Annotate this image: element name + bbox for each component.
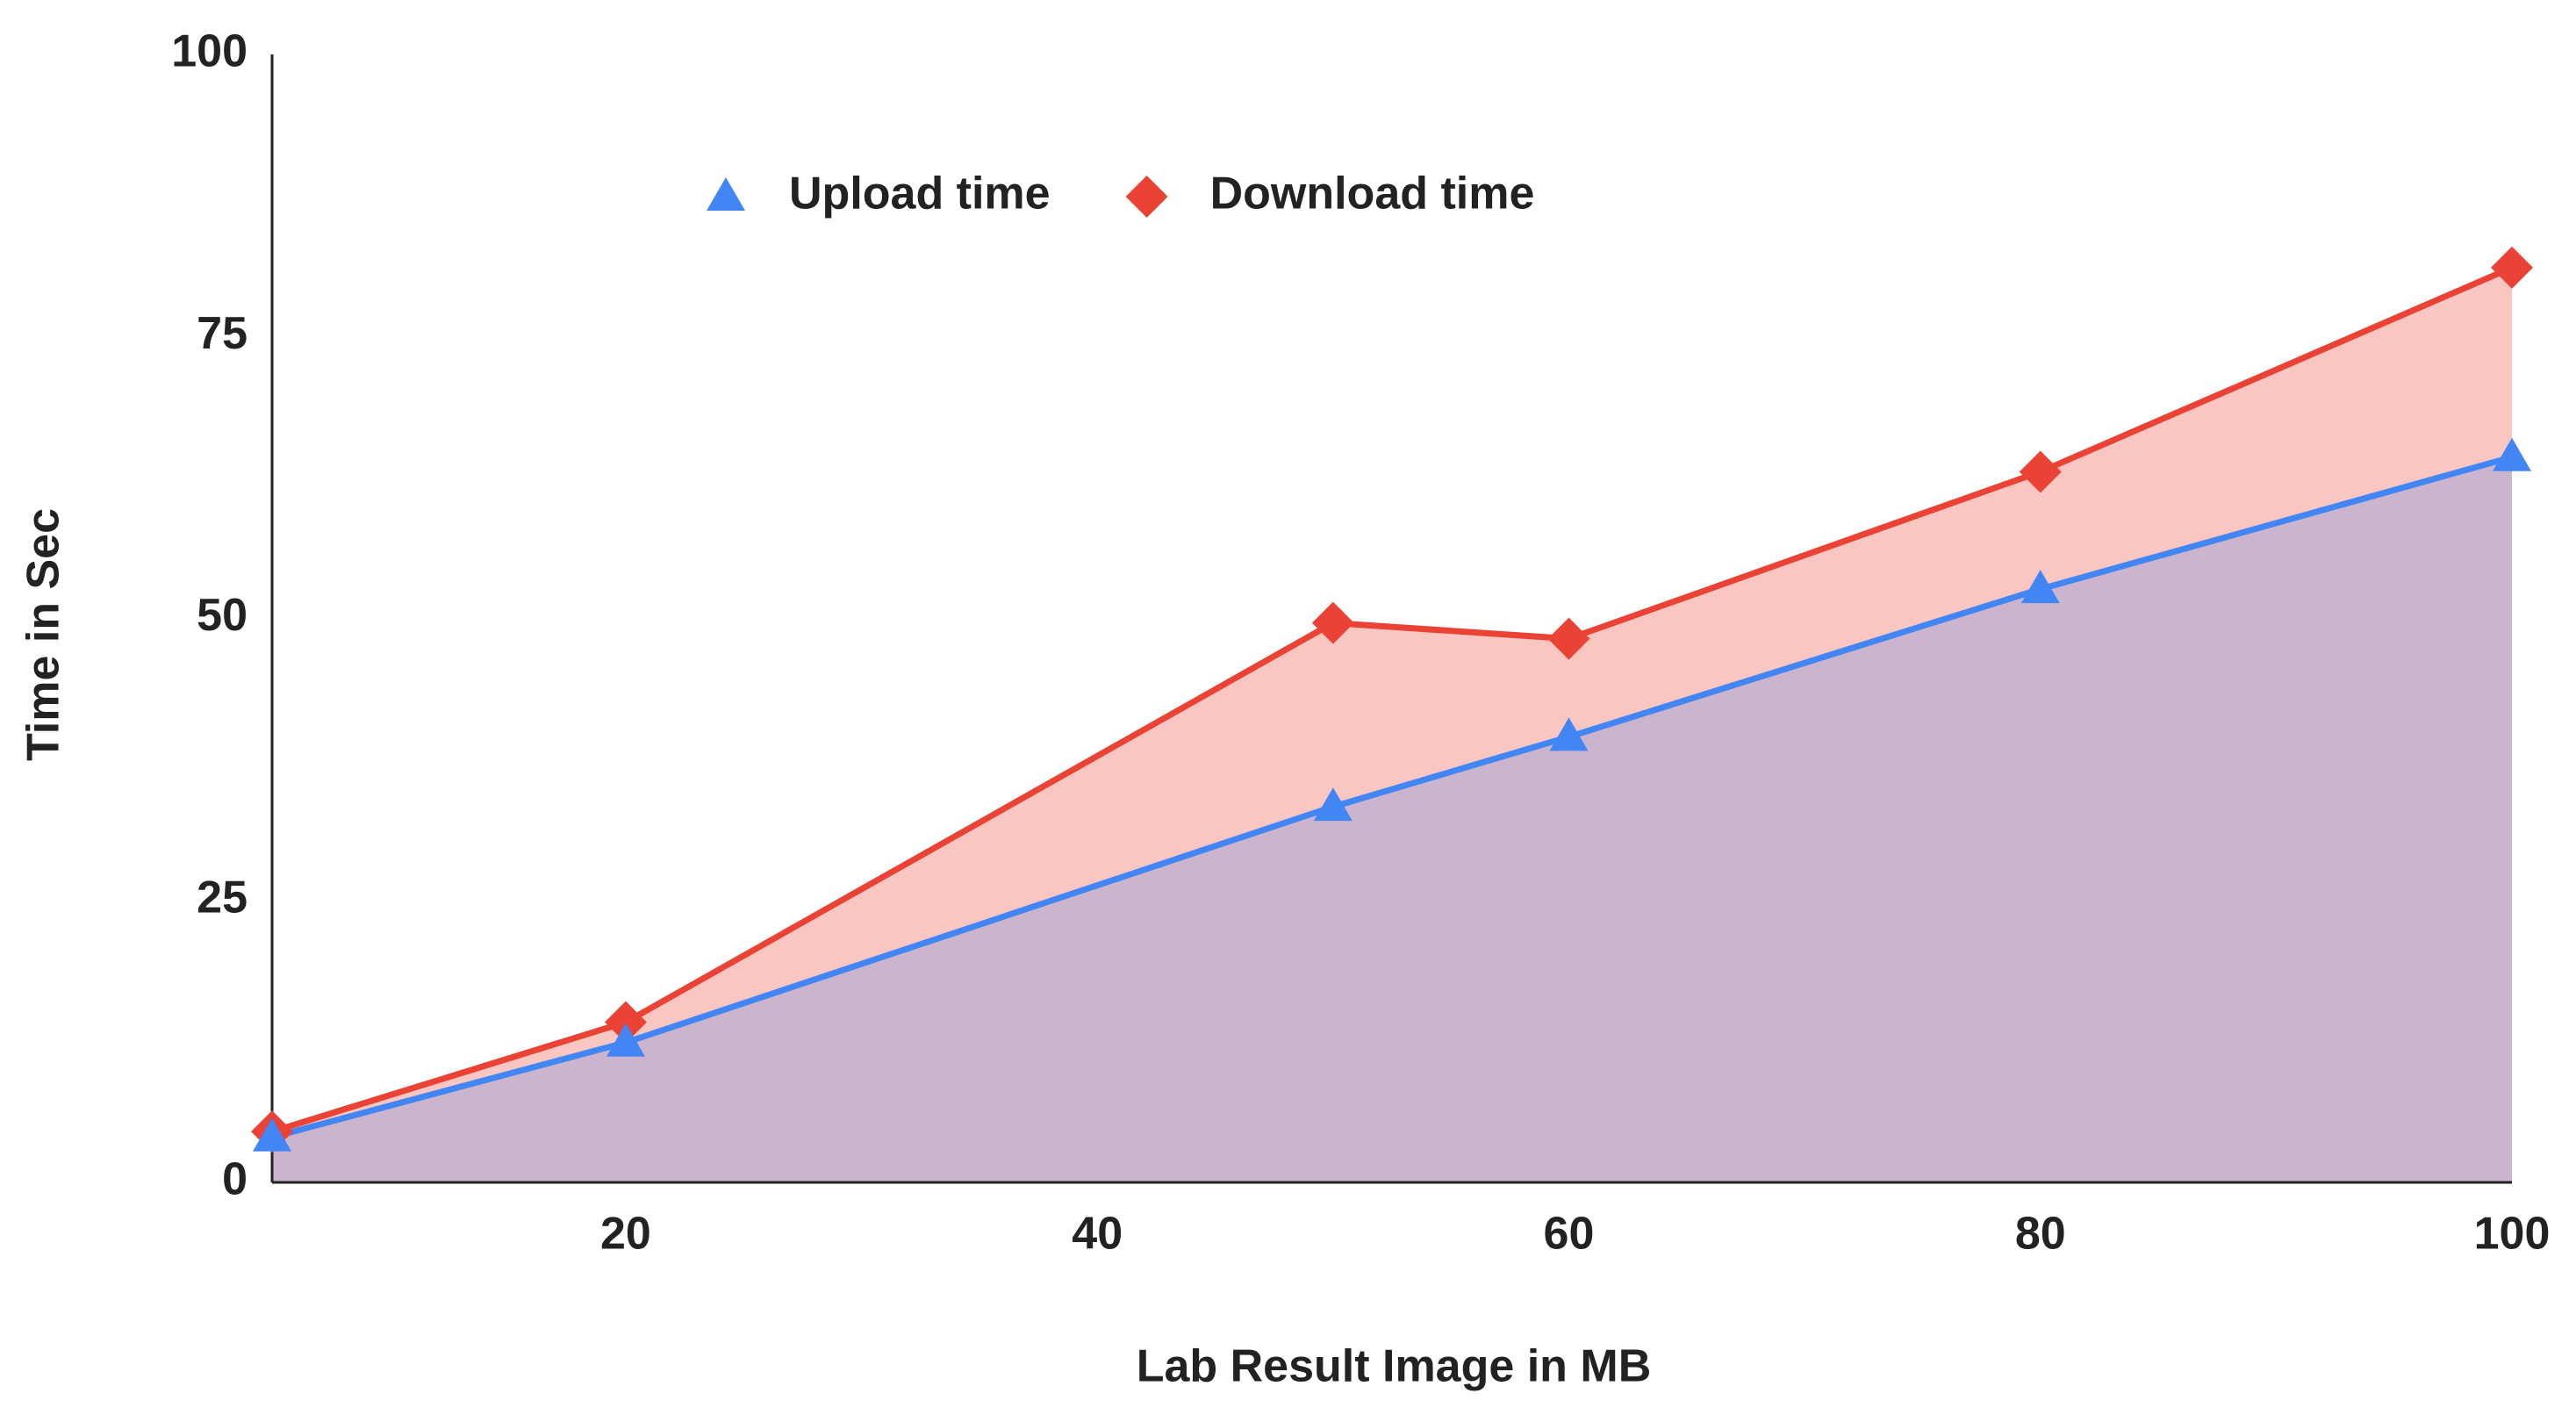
marker bbox=[253, 1117, 291, 1152]
y-tick-label: 50 bbox=[197, 590, 248, 641]
y-tick-label: 25 bbox=[197, 872, 248, 923]
marker bbox=[2491, 246, 2533, 289]
legend-marker bbox=[1125, 176, 1168, 218]
line bbox=[271, 454, 2513, 1140]
marker bbox=[1311, 601, 1354, 644]
marker bbox=[604, 1001, 647, 1044]
area bbox=[272, 267, 2512, 1182]
areas bbox=[272, 267, 2512, 1182]
marker bbox=[1549, 717, 1589, 751]
marker bbox=[1313, 787, 1353, 822]
x-tick-label: 40 bbox=[1072, 1209, 1123, 1260]
legend-marker bbox=[707, 177, 745, 211]
x-axis-title: Lab Result Image in MB bbox=[1137, 1341, 1652, 1392]
y-tick-label: 0 bbox=[222, 1154, 248, 1205]
x-tick-label: 60 bbox=[1544, 1209, 1595, 1260]
x-tick-label: 80 bbox=[2015, 1209, 2066, 1260]
x-tick-label: 20 bbox=[600, 1209, 651, 1260]
legend-label: Upload time bbox=[789, 169, 1051, 219]
marker bbox=[2019, 450, 2062, 493]
line bbox=[270, 264, 2514, 1135]
marker bbox=[1547, 617, 1590, 660]
y-tick-label: 100 bbox=[171, 26, 248, 77]
y-axis-title: Time in Sec bbox=[18, 508, 69, 761]
x-tick-label: 100 bbox=[2474, 1209, 2551, 1260]
legend-label: Download time bbox=[1210, 169, 1535, 219]
marker bbox=[2493, 437, 2531, 471]
y-tick-label: 75 bbox=[197, 308, 248, 359]
area bbox=[272, 456, 2512, 1182]
marker bbox=[606, 1023, 645, 1057]
marker bbox=[2020, 570, 2060, 604]
